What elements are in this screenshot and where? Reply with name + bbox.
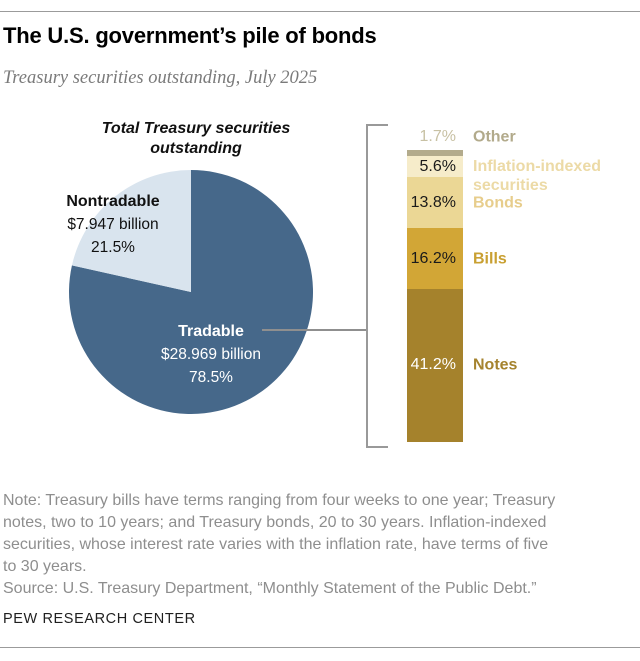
bracket-top-tick [366,124,388,126]
bottom-rule [0,647,640,648]
bar-percent-label: 5.6% [419,157,456,175]
tradable-value: $28.969 billion [161,346,261,363]
bracket-vertical-line [366,124,368,448]
note-line: to 30 years. [3,558,87,575]
bar-percent-label: 41.2% [410,356,456,374]
tradable-slice-label: Tradable $28.969 billion 78.5% [131,320,291,389]
source-line: Source: U.S. Treasury Department, “Month… [3,580,537,597]
pie-chart-title: Total Treasury securities outstanding [101,120,291,157]
note-line: notes, two to 10 years; and Treasury bon… [3,514,547,531]
bar-segment-bonds [407,177,463,229]
stacked-bar-chart: 1.7% Other 5.6% Inflation-indexed securitie… [407,128,640,460]
pie-chart [69,170,313,414]
pie-slice-tradable [69,170,313,414]
bar-segment-bills [407,228,463,289]
bar-percent-label: 13.8% [410,193,456,211]
note-text: Note: Treasury bills have terms ranging … [3,490,639,600]
bar-category-label: Other [473,128,516,146]
bar-category-label: Notes [473,356,518,374]
nontradable-label: Nontradable [66,193,160,210]
tradable-percent: 78.5% [189,369,233,386]
tradable-connector-line [262,329,367,331]
tradable-label: Tradable [178,323,244,340]
bar-category-label: Bonds [473,194,523,212]
bar-segment-inflation-indexed [407,156,463,178]
top-rule [0,11,640,12]
nontradable-slice-label: Nontradable $7.947 billion 21.5% [38,190,188,259]
bar-percent-label: 16.2% [410,249,456,267]
page-title: The U.S. government’s pile of bonds [3,23,377,48]
pew-research-center-wordmark: PEW RESEARCH CENTER [3,611,196,627]
bar-percent-label: 1.7% [419,128,456,145]
note-line: securities, whose interest rate varies w… [3,536,549,553]
bar-segment-other [407,150,463,157]
page-subtitle: Treasury securities outstanding, July 20… [3,68,318,88]
bar-category-label: Bills [473,250,507,268]
bracket-bottom-tick [366,446,388,448]
nontradable-value: $7.947 billion [67,216,159,233]
bar-category-label: Inflation-indexed securities [473,157,601,194]
nontradable-percent: 21.5% [91,239,135,256]
bar-segment-notes [407,288,463,442]
pie-slice-nontradable [71,170,191,292]
note-line: Note: Treasury bills have terms ranging … [3,492,556,509]
